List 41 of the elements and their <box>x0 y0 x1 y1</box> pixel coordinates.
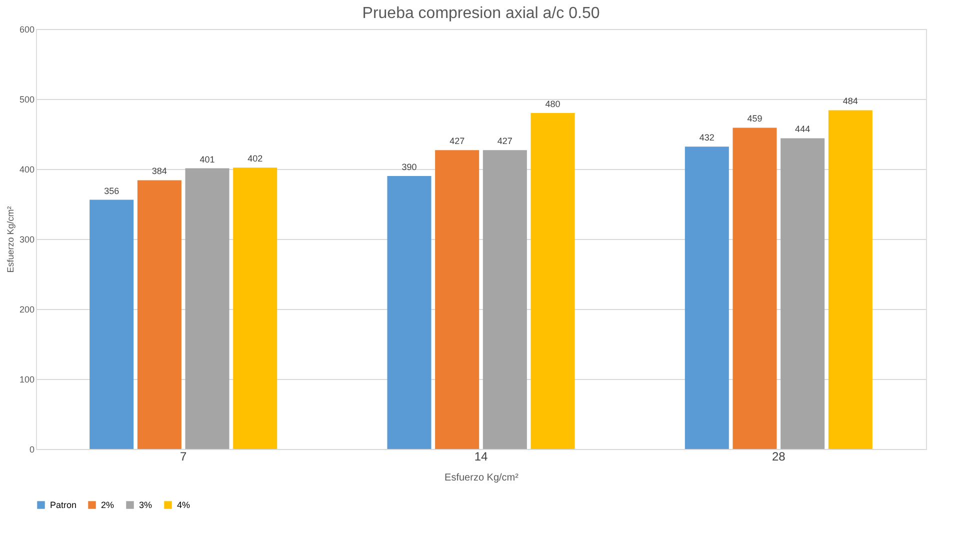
legend-label: Patron <box>50 500 77 510</box>
x-axis-title: Esfuerzo Kg/cm² <box>444 472 520 484</box>
bar <box>684 146 729 449</box>
bar <box>435 150 480 449</box>
bar <box>90 200 134 449</box>
data-label: 459 <box>747 114 762 124</box>
data-label: 427 <box>497 136 512 146</box>
bar <box>185 168 230 449</box>
data-label: 484 <box>842 96 858 106</box>
legend-label: 2% <box>101 500 114 510</box>
data-label: 402 <box>248 154 263 164</box>
y-tick-label: 100 <box>19 374 34 384</box>
y-tick-label: 300 <box>19 234 34 244</box>
y-tick-label: 200 <box>19 304 34 314</box>
bar <box>137 180 182 449</box>
y-axis-title: Esfuerzo Kg/cm² <box>5 206 16 273</box>
y-tick-label: 500 <box>19 94 34 104</box>
bar <box>233 168 278 449</box>
bar <box>530 113 575 449</box>
legend-label: 3% <box>139 500 152 510</box>
data-label: 427 <box>450 136 465 146</box>
data-label: 432 <box>699 132 714 143</box>
y-tick-label: 600 <box>19 24 34 34</box>
bar <box>482 150 527 449</box>
y-tick-label: 400 <box>19 164 34 174</box>
data-label: 444 <box>795 124 810 134</box>
data-label: 401 <box>200 154 215 164</box>
x-tick-label: 28 <box>772 450 786 464</box>
x-tick-label: 7 <box>180 450 187 464</box>
y-tick-label: 0 <box>29 444 34 454</box>
legend-label: 4% <box>177 500 190 510</box>
bar <box>387 176 432 449</box>
bar <box>732 128 777 449</box>
data-label: 390 <box>402 162 417 172</box>
data-label: 480 <box>545 99 560 109</box>
x-tick-label: 14 <box>474 450 488 464</box>
data-label: 356 <box>104 186 120 196</box>
bar <box>780 138 825 449</box>
data-label: 384 <box>152 166 167 176</box>
chart-title: Prueba compresion axial a/c 0.50 <box>362 5 600 22</box>
bar <box>828 110 872 449</box>
